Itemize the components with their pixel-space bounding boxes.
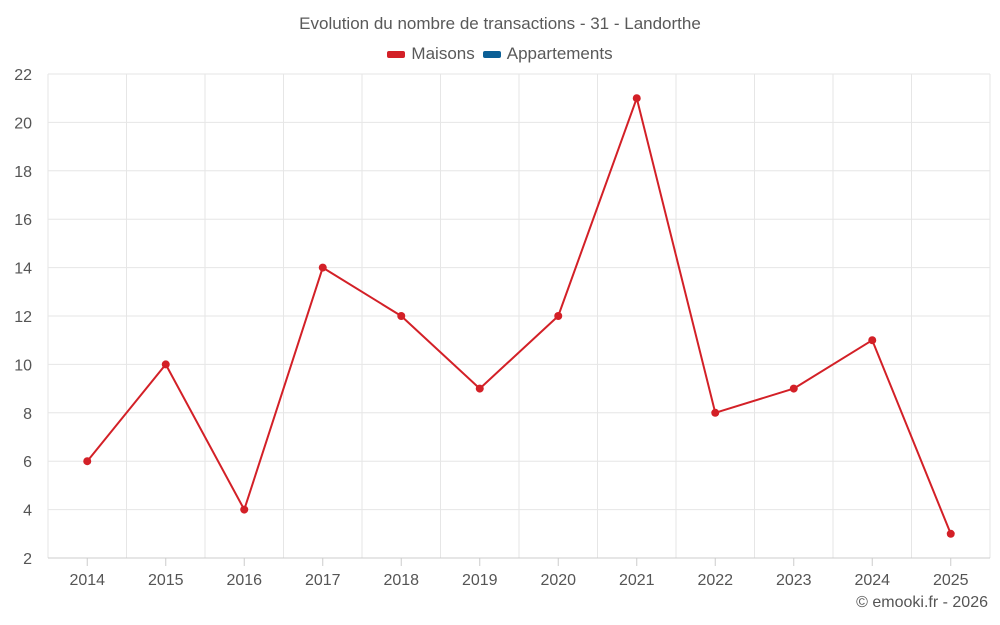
x-tick-label: 2014 <box>69 572 105 589</box>
x-tick-label: 2018 <box>383 572 419 589</box>
legend-swatch-appartements <box>482 50 501 58</box>
x-tick-label: 2021 <box>619 572 655 589</box>
y-tick-label: 4 <box>23 503 32 520</box>
y-tick-label: 16 <box>14 212 32 229</box>
data-point[interactable] <box>475 384 484 393</box>
x-tick-label: 2017 <box>305 572 341 589</box>
y-tick-label: 14 <box>14 261 32 278</box>
y-tick-label: 22 <box>14 67 32 84</box>
data-point[interactable] <box>161 360 170 369</box>
x-tick-label: 2023 <box>776 572 812 589</box>
legend: Maisons Appartements <box>0 44 1000 64</box>
data-point[interactable] <box>789 384 798 393</box>
legend-item-appartements[interactable]: Appartements <box>482 44 613 64</box>
data-point[interactable] <box>868 336 877 345</box>
data-point[interactable] <box>711 408 720 417</box>
y-tick-label: 8 <box>23 406 32 423</box>
y-tick-label: 12 <box>14 309 32 326</box>
x-tick-label: 2025 <box>933 572 969 589</box>
y-tick-label: 2 <box>23 551 32 568</box>
chart-title: Evolution du nombre de transactions - 31… <box>299 14 701 33</box>
y-tick-label: 10 <box>14 357 32 374</box>
x-tick-label: 2020 <box>540 572 576 589</box>
x-tick-label: 2024 <box>854 572 890 589</box>
data-point[interactable] <box>240 505 249 514</box>
x-tick-label: 2015 <box>148 572 184 589</box>
data-point[interactable] <box>554 312 563 320</box>
y-tick-label: 6 <box>23 454 32 471</box>
legend-label-maisons: Maisons <box>411 44 475 63</box>
y-tick-label: 20 <box>14 115 32 132</box>
x-tick-label: 2016 <box>226 572 262 589</box>
x-tick-label: 2022 <box>697 572 733 589</box>
legend-item-maisons[interactable]: Maisons <box>387 44 475 64</box>
x-tick-label: 2019 <box>462 572 498 589</box>
legend-swatch-maisons <box>387 50 406 58</box>
data-point[interactable] <box>946 529 955 538</box>
credits[interactable]: © emooki.fr - 2026 <box>856 594 988 611</box>
legend-label-appartements: Appartements <box>506 44 613 63</box>
data-point[interactable] <box>397 312 406 320</box>
y-tick-label: 18 <box>14 164 32 181</box>
data-point[interactable] <box>318 263 327 272</box>
data-point[interactable] <box>632 94 641 103</box>
series-line-maisons <box>86 97 952 535</box>
data-point[interactable] <box>83 457 92 466</box>
